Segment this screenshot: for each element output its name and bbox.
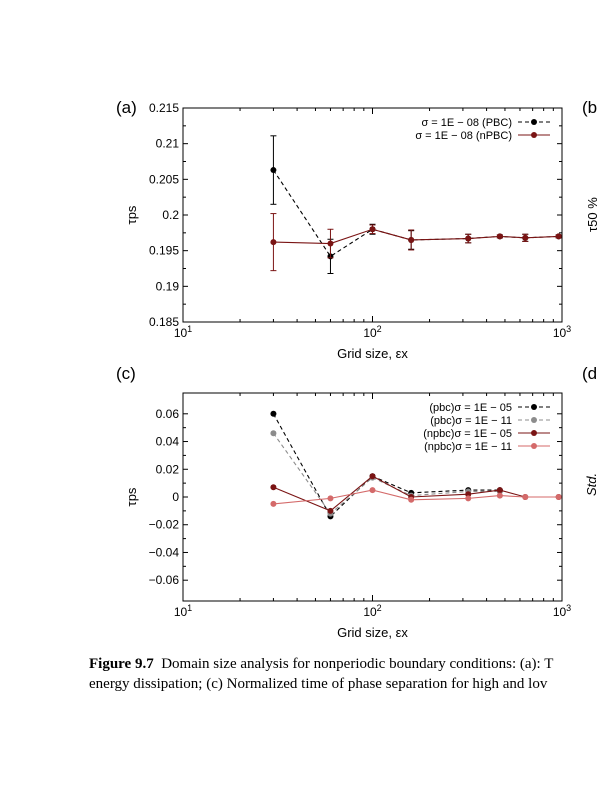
legend-entry-marker xyxy=(531,443,537,449)
data-point xyxy=(496,492,503,499)
series-line xyxy=(272,413,500,518)
data-point xyxy=(465,491,472,498)
caption-line-1: Domain size analysis for nonperiodic bou… xyxy=(161,656,554,672)
data-point xyxy=(465,495,472,502)
panel-label: (c) xyxy=(116,364,136,383)
x-tick-label: 102 xyxy=(363,324,381,340)
x-axis-label: Grid size, εx xyxy=(337,346,408,361)
data-point xyxy=(522,234,529,241)
y-tick-label: 0.205 xyxy=(149,172,179,186)
series-1 xyxy=(270,213,562,272)
series-line xyxy=(273,228,559,245)
y-tick-label: −0.02 xyxy=(149,518,180,532)
data-point xyxy=(270,239,277,246)
data-point xyxy=(555,233,562,240)
y-axis-label: τps xyxy=(124,205,139,224)
data-point xyxy=(327,495,334,502)
data-point xyxy=(327,240,334,247)
x-tick-label: 102 xyxy=(363,603,381,619)
y-tick-label: 0.185 xyxy=(149,315,179,329)
x-tick-label: 101 xyxy=(174,603,192,619)
legend-entry-marker xyxy=(531,132,537,138)
legend-entry-marker xyxy=(531,417,537,423)
chart-0: (a) 0.185 0.19 0.195 0.2 0.205 0.21 0.215 101 102… xyxy=(116,98,571,361)
figure-caption: Figure 9.7 Domain size analysis for nonp… xyxy=(89,654,599,694)
y-tick-label: 0.06 xyxy=(156,407,180,421)
x-tick-label: 101 xyxy=(174,324,192,340)
caption-line-2: energy dissipation; (c) Normalized time … xyxy=(89,676,548,692)
data-point xyxy=(327,507,334,514)
y-tick-label: 0.02 xyxy=(156,462,180,476)
y-tick-label: 0.21 xyxy=(156,137,180,151)
data-point xyxy=(369,226,376,233)
data-point xyxy=(408,496,415,503)
caption-figure-label: Figure 9.7 xyxy=(89,656,154,672)
panel-b-ylabel-fragment: τ50 % xyxy=(585,197,599,232)
data-point xyxy=(369,487,376,494)
panel-label-d-partial: (d xyxy=(582,364,597,383)
data-point xyxy=(270,410,277,417)
series-0 xyxy=(270,135,562,274)
series-3 xyxy=(270,487,562,507)
y-tick-label: 0.04 xyxy=(156,435,180,449)
legend-entry-marker xyxy=(531,430,537,436)
y-axis-label: τps xyxy=(124,487,139,506)
data-point xyxy=(555,494,562,500)
data-point xyxy=(270,430,277,437)
data-point xyxy=(408,236,415,243)
y-tick-label: 0.2 xyxy=(162,208,179,222)
legend-entry-label: σ = 1E − 08 (PBC) xyxy=(421,117,512,129)
legend-entry-label: (pbc)σ = 1E − 11 xyxy=(430,415,512,427)
legend-entry-marker xyxy=(531,404,537,410)
y-tick-label: 0 xyxy=(172,490,179,504)
y-tick-label: 0.19 xyxy=(156,279,180,293)
panel-d-ylabel-fragment: Std. xyxy=(584,473,599,496)
chart-1: (c) 0.06 0.04 0.02 0 −0.02 −0.04 −0.06 101 102 103… xyxy=(116,364,571,640)
y-tick-label: 0.195 xyxy=(149,244,179,258)
data-point xyxy=(465,235,472,242)
y-tick-label: 0.215 xyxy=(149,101,179,115)
legend-entry-label: (npbc)σ = 1E − 11 xyxy=(424,441,512,453)
panel-label: (a) xyxy=(116,98,137,117)
x-tick-label: 103 xyxy=(553,324,571,340)
y-tick-label: −0.06 xyxy=(149,573,180,587)
y-tick-label: −0.04 xyxy=(149,545,180,559)
legend-entry-label: σ = 1E − 08 (nPBC) xyxy=(415,130,512,142)
series-line xyxy=(273,475,559,512)
panel-label-b-partial: (b xyxy=(582,98,597,117)
data-point xyxy=(496,487,503,494)
x-tick-label: 103 xyxy=(553,603,571,619)
legend-entry-label: (npbc)σ = 1E − 05 xyxy=(423,428,512,440)
data-point xyxy=(270,167,277,174)
x-axis-label: Grid size, εx xyxy=(337,625,408,640)
legend-entry-label: (pbc)σ = 1E − 05 xyxy=(429,402,512,414)
series-2 xyxy=(270,473,562,514)
data-point xyxy=(270,500,277,507)
legend-entry-marker xyxy=(531,119,537,125)
series-line xyxy=(273,489,559,505)
data-point xyxy=(369,473,376,480)
data-point xyxy=(270,484,277,491)
data-point xyxy=(522,494,529,500)
data-point xyxy=(496,233,503,240)
